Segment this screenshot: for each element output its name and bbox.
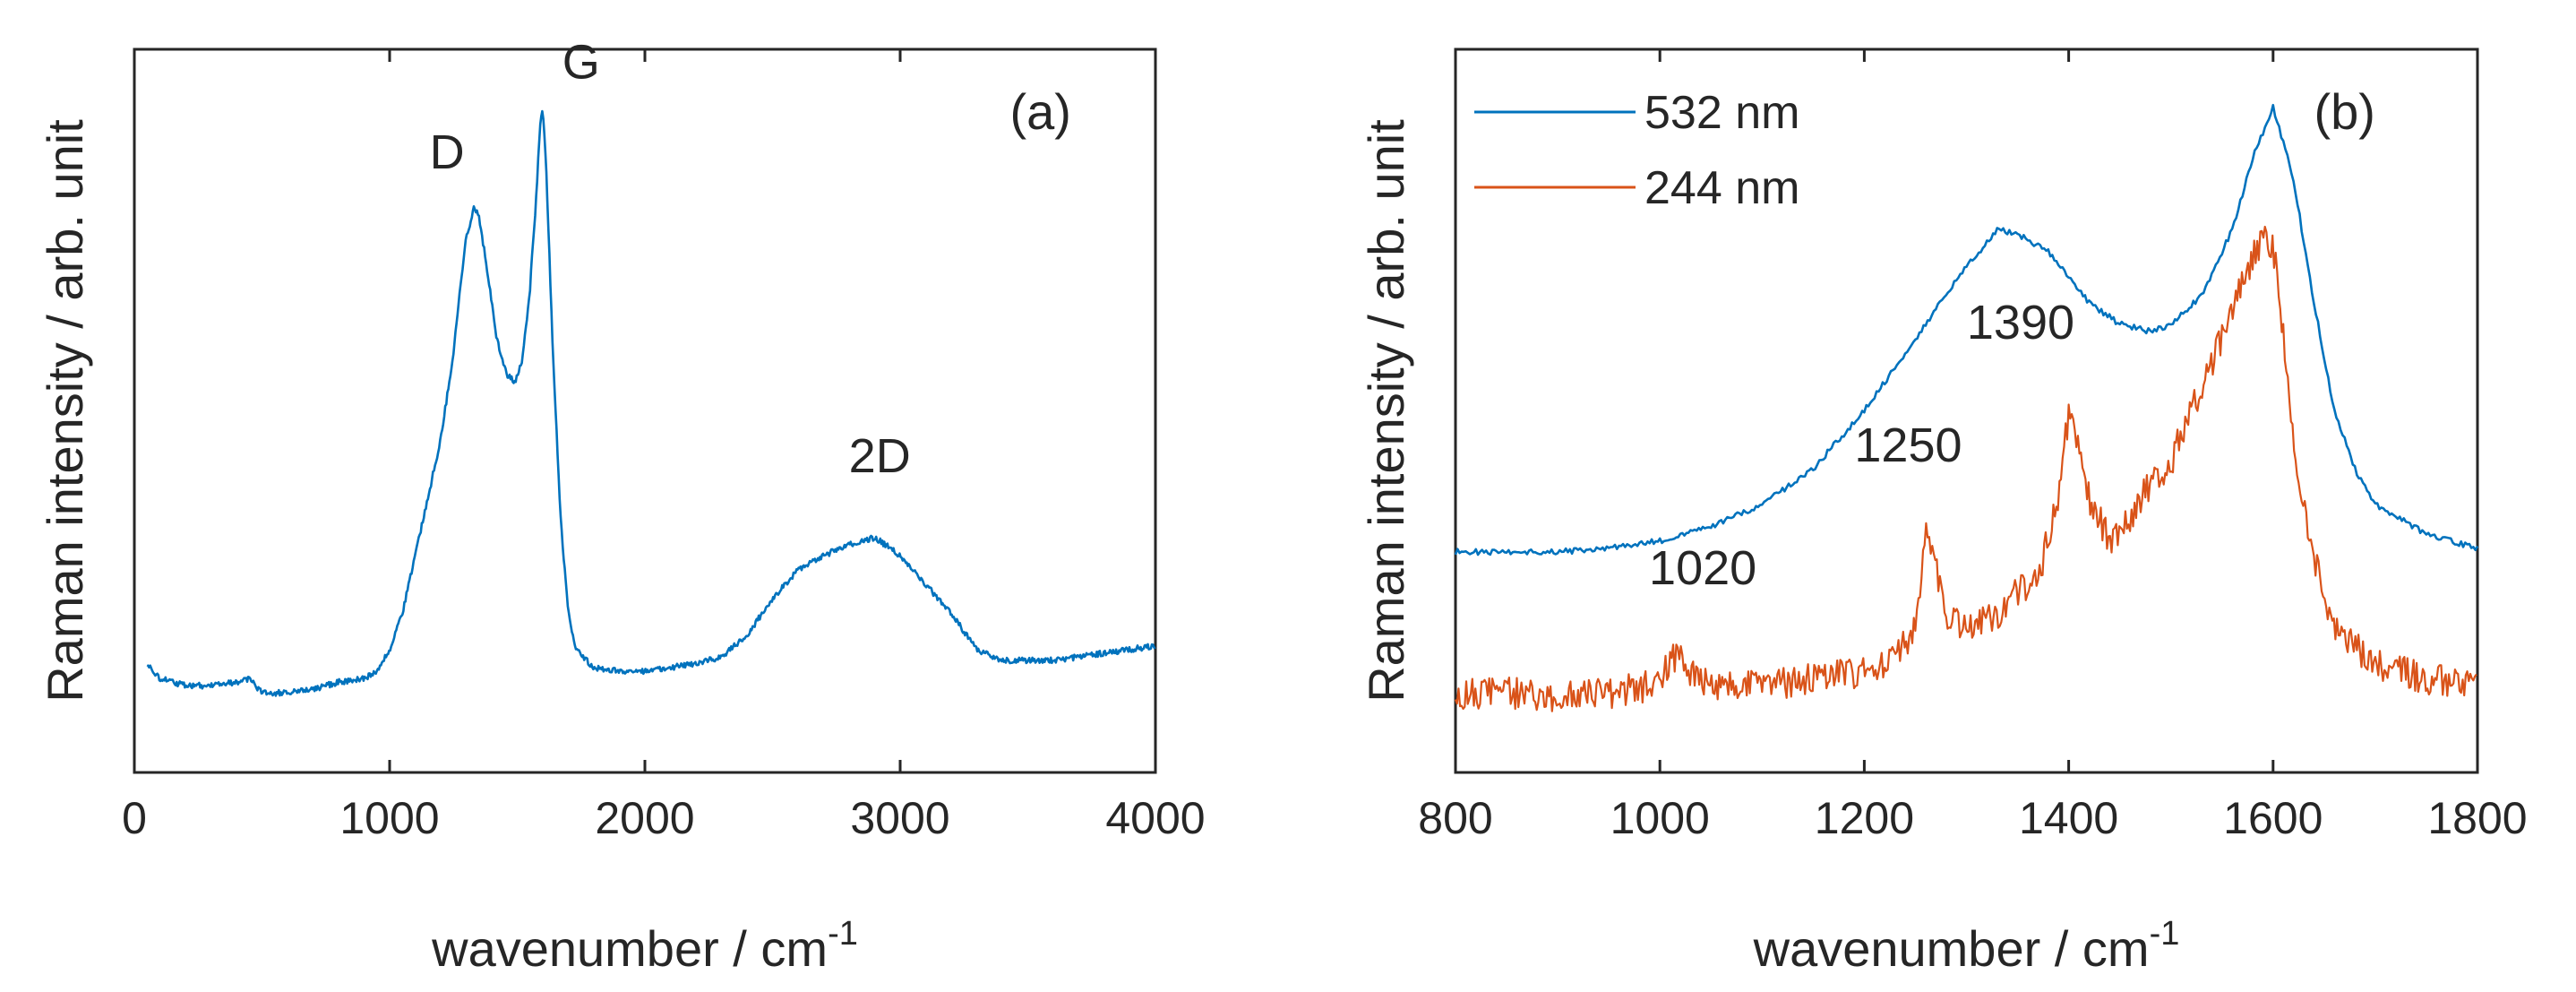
peak-annotation: 1390	[1967, 296, 2074, 349]
legend-label: 244 nm	[1644, 162, 1799, 214]
panel-tag: (b)	[2314, 83, 2374, 140]
x-tick-label: 800	[1418, 793, 1492, 843]
panel-tag: (a)	[1010, 83, 1071, 140]
series-line-244-nm	[1454, 225, 2477, 712]
legend-label: 532 nm	[1644, 87, 1799, 139]
x-tick-label: 1600	[2223, 793, 2323, 843]
x-axis-label: wavenumber / cm-1	[431, 915, 858, 977]
peak-annotation: G	[562, 35, 600, 89]
x-tick-label: 1800	[2427, 793, 2527, 843]
panel-b: 800 1000 1200 1400 1600 1800 wavenumber / cm-1…	[1358, 47, 2528, 977]
peak-annotation: 2D	[849, 429, 911, 483]
peak-annotation: 1020	[1649, 541, 1756, 595]
panel-a: 0 1000 2000 3000 4000 wavenumber / cm-1 Raman …	[37, 35, 1206, 977]
x-tick-label: 4000	[1105, 793, 1205, 843]
x-axis-label: wavenumber / cm-1	[1753, 915, 2180, 977]
x-tick-label: 2000	[595, 793, 694, 843]
x-tick-label: 1000	[1610, 793, 1710, 843]
x-tick-label: 0	[122, 793, 147, 843]
x-tick-label: 1400	[2019, 793, 2118, 843]
series-line-532-nm	[1454, 103, 2479, 556]
plot-frame	[133, 47, 1157, 774]
peak-annotation: D	[430, 125, 465, 179]
x-tick-label: 1000	[339, 793, 439, 843]
y-axis-label: Raman intensity / arb. unit	[37, 119, 93, 703]
x-tick-label: 1200	[1815, 793, 1914, 843]
plot-frame	[1454, 47, 2479, 774]
x-tick-label: 3000	[850, 793, 949, 843]
peak-annotation: 1250	[1854, 418, 1962, 472]
series-line-Raman-spectrum	[146, 109, 1156, 697]
y-axis-label: Raman intensity / arb. unit	[1358, 119, 1414, 703]
